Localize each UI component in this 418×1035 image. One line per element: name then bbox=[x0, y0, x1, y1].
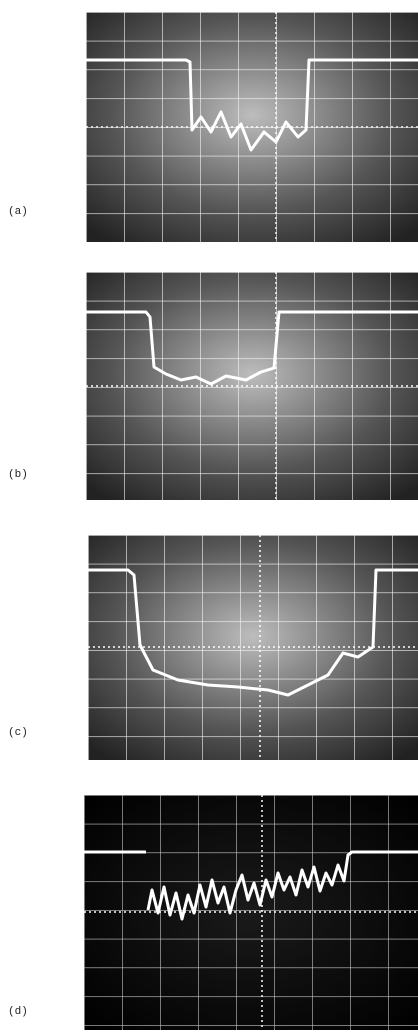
scope-photo bbox=[88, 535, 418, 760]
scope-photo bbox=[86, 12, 418, 242]
panel-label: (c) bbox=[8, 727, 28, 739]
scope-photo bbox=[86, 272, 418, 500]
panel-label: (b) bbox=[8, 469, 28, 481]
panel-label: (d) bbox=[8, 1006, 28, 1018]
scope-photo bbox=[84, 795, 418, 1030]
panel-label: (a) bbox=[8, 206, 28, 218]
